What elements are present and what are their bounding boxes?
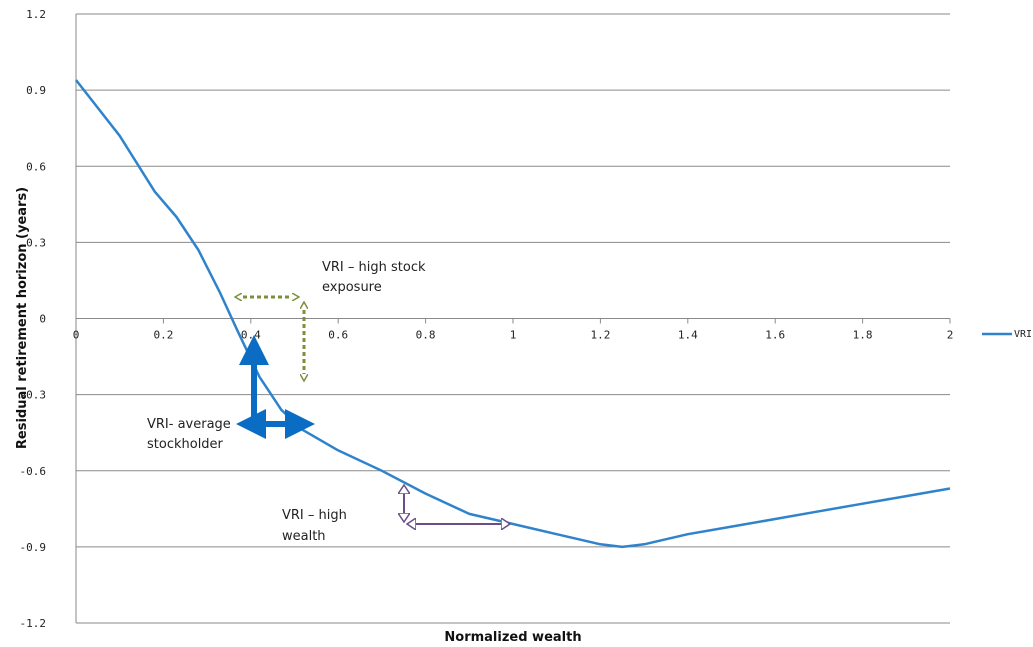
svg-text:stockholder: stockholder bbox=[147, 437, 224, 452]
x-axis-title: Normalized wealth bbox=[444, 630, 581, 645]
annotation-average-stockholder: VRI- average stockholder bbox=[147, 335, 315, 452]
series-line-vri bbox=[75, 79, 951, 549]
annotation-high-wealth-line2: wealth bbox=[282, 529, 326, 544]
y-tick-label: -0.9 bbox=[20, 541, 47, 554]
y-tick-label: -1.2 bbox=[20, 617, 47, 630]
x-tick-label: 0.8 bbox=[416, 329, 436, 342]
y-tick-label: 0.3 bbox=[26, 236, 46, 249]
x-tick-label: 0.2 bbox=[153, 329, 173, 342]
y-tick-label: 0 bbox=[39, 313, 46, 326]
x-tick-label: 0.6 bbox=[328, 329, 348, 342]
annotation-high-stock-exposure: VRI – high stock exposure bbox=[236, 260, 426, 380]
x-tick-label: 1.2 bbox=[590, 329, 610, 342]
x-tick-labels: 0 0.2 0.4 0.6 0.8 1 1.2 1.4 1.6 1.8 2 bbox=[73, 329, 954, 342]
x-tick-label: 0.4 bbox=[241, 329, 261, 342]
svg-text:VRI – high stock: VRI – high stock bbox=[322, 260, 426, 275]
x-tick-label: 1.4 bbox=[678, 329, 698, 342]
gridlines bbox=[75, 13, 951, 624]
y-tick-label: -0.3 bbox=[20, 389, 47, 402]
legend-label-vri: VRI bbox=[1014, 329, 1032, 340]
y-tick-labels: 1.2 0.9 0.6 0.3 0 -0.3 -0.6 -0.9 -1.2 bbox=[20, 8, 47, 630]
annotation-average-line1: VRI- average bbox=[147, 417, 231, 432]
svg-text:wealth: wealth bbox=[282, 529, 326, 544]
legend: VRI bbox=[982, 329, 1032, 340]
x-tick-label: 1 bbox=[510, 329, 517, 342]
annotation-high-stock-line1: VRI – high stock bbox=[322, 260, 426, 275]
y-tick-label: 0.6 bbox=[26, 160, 46, 173]
x-tick-label: 1.6 bbox=[765, 329, 785, 342]
annotation-average-line2: stockholder bbox=[147, 437, 224, 452]
y-tick-label: 0.9 bbox=[26, 84, 46, 97]
y-tick-label: 1.2 bbox=[26, 8, 46, 21]
annotation-high-stock-line2: exposure bbox=[322, 280, 382, 295]
x-tick-label: 2 bbox=[947, 329, 954, 342]
series-lines bbox=[75, 79, 951, 549]
annotation-high-wealth: VRI – high wealth bbox=[282, 486, 509, 544]
annotation-high-wealth-line1: VRI – high bbox=[282, 508, 347, 523]
svg-text:VRI- average: VRI- average bbox=[147, 417, 231, 432]
x-tick-label: 0 bbox=[73, 329, 80, 342]
svg-text:exposure: exposure bbox=[322, 280, 382, 295]
y-tick-label: -0.6 bbox=[20, 465, 47, 478]
svg-text:VRI – high: VRI – high bbox=[282, 508, 347, 523]
y-axis-title: Residual retirement horizon (years) bbox=[15, 187, 30, 449]
x-tick-label: 1.8 bbox=[853, 329, 873, 342]
